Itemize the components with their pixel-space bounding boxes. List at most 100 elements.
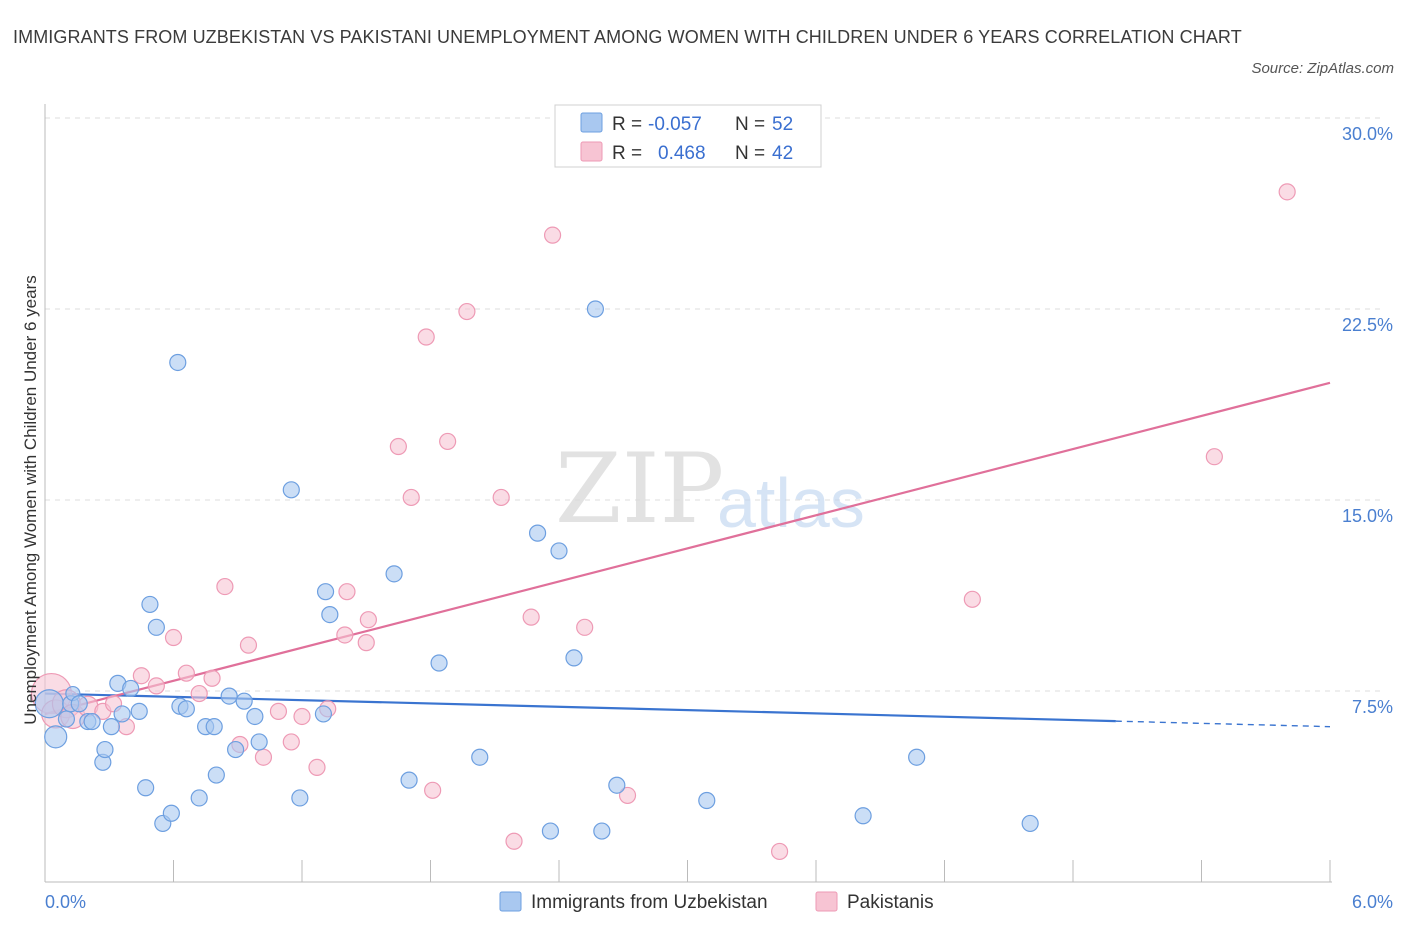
pakistani-point	[293, 707, 311, 726]
pakistani-point	[1278, 183, 1296, 201]
pakistani-point	[132, 667, 150, 685]
uzbekistan-point	[321, 605, 339, 624]
pakistani-point	[458, 302, 476, 321]
pakistani-trend-line	[44, 381, 1331, 715]
pakistani-point	[389, 437, 407, 456]
uzbekistan-point	[147, 618, 165, 636]
pakistani-point	[269, 702, 288, 720]
legend-r-value-pakistani: 0.468	[658, 143, 706, 164]
uzbekistan-point	[854, 807, 872, 825]
pakistani-point	[439, 432, 457, 451]
uzbekistan-point	[1021, 814, 1039, 833]
chart-title: IMMIGRANTS FROM UZBEKISTAN VS PAKISTANI …	[13, 27, 1242, 47]
uzbekistan-point	[385, 565, 403, 583]
source-label: Source: ZipAtlas.com	[1251, 60, 1394, 77]
pakistani-point	[1205, 448, 1223, 466]
pakistani-point	[543, 226, 562, 244]
pakistani-point	[190, 684, 208, 703]
y-axis-title: Unemployment Among Women with Children U…	[21, 275, 40, 724]
uzbekistan-point	[550, 542, 568, 560]
uzbekistan-point	[235, 692, 253, 710]
uzbekistan-point	[96, 740, 114, 759]
legend-n-value-uzbekistan: 52	[772, 114, 793, 135]
points-layer	[30, 183, 1296, 861]
legend-r-label-pakistani: R =	[612, 143, 642, 164]
correlation-legend: R = -0.057 N = 52 R = 0.468 N = 42	[554, 104, 822, 168]
legend-swatch-pakistani	[580, 141, 603, 162]
legend-r-value-uzbekistan: -0.057	[648, 114, 702, 135]
uzbekistan-point	[528, 524, 547, 542]
legend-n-label-pakistani: N =	[735, 143, 765, 164]
y-tick-label: 15.0%	[1342, 506, 1393, 526]
axis-layer: 7.5% 15.0% 22.5% 30.0%	[44, 104, 1393, 883]
uzbekistan-point	[250, 733, 268, 751]
pakistani-point	[424, 781, 442, 799]
uzbekistan-point	[314, 705, 333, 723]
uzbekistan-point	[430, 654, 448, 672]
x-tick-label-max: 6.0%	[1352, 892, 1393, 912]
uzbekistan-point	[83, 712, 101, 731]
y-tick-label: 22.5%	[1342, 315, 1393, 335]
watermark-atlas: atlas	[717, 464, 865, 542]
pakistani-point	[402, 488, 420, 507]
uzbekistan-point	[608, 776, 626, 794]
pakistani-point	[576, 618, 594, 636]
pakistani-point	[216, 577, 234, 596]
uzbekistan-point	[220, 687, 238, 705]
uzbekistan-point	[471, 748, 489, 766]
uzbekistan-point	[44, 725, 68, 749]
series-legend-swatch-uzbekistan	[499, 891, 522, 912]
legend-swatch-uzbekistan	[580, 112, 603, 133]
pakistani-point	[417, 328, 435, 346]
uzbekistan-point	[102, 718, 120, 736]
uzbekistan-point	[908, 748, 926, 766]
uzbekistan-point	[698, 791, 716, 810]
uzbekistan-point	[586, 300, 605, 318]
pakistani-point	[336, 626, 354, 644]
uzbekistan-point	[177, 700, 195, 718]
pakistani-point	[282, 733, 300, 751]
uzbekistan-point	[113, 705, 131, 723]
legend-r-label-uzbekistan: R =	[612, 114, 642, 135]
uzbekistan-point	[565, 649, 583, 667]
uzbekistan-point	[137, 779, 155, 797]
legend-n-label-uzbekistan: N =	[735, 114, 765, 135]
y-tick-label: 7.5%	[1352, 697, 1393, 717]
uzbekistan-point	[246, 707, 264, 726]
uzbekistan-point	[291, 789, 309, 807]
uzbekistan-point	[122, 679, 140, 698]
uzbekistan-point	[400, 771, 418, 789]
pakistani-point	[203, 669, 221, 687]
uzbekistan-point	[541, 822, 560, 840]
x-tick-label-min: 0.0%	[45, 892, 86, 912]
watermark-zip: ZIP	[555, 433, 724, 545]
uzbekistan-point	[282, 481, 300, 499]
pakistani-point	[770, 842, 789, 861]
pakistani-point	[357, 634, 375, 652]
uzbekistan-point	[190, 789, 208, 807]
uzbekistan-trend-line-extension	[1115, 720, 1331, 728]
pakistani-point	[492, 488, 510, 507]
y-tick-label: 30.0%	[1342, 124, 1393, 144]
pakistani-point	[177, 664, 195, 682]
pakistani-point	[522, 608, 540, 626]
uzbekistan-point	[593, 822, 611, 840]
uzbekistan-point	[70, 695, 88, 713]
uzbekistan-point	[316, 583, 335, 601]
series-legend-label-uzbekistan: Immigrants from Uzbekistan	[531, 892, 768, 913]
pakistani-point	[147, 677, 165, 695]
pakistani-point	[963, 590, 981, 608]
pakistani-point	[505, 832, 523, 850]
uzbekistan-point	[57, 710, 76, 728]
uzbekistan-point	[207, 766, 225, 784]
series-legend-label-pakistani: Pakistanis	[847, 892, 934, 913]
legend-n-value-pakistani: 42	[772, 143, 793, 164]
pakistani-point	[254, 748, 273, 766]
uzbekistan-point	[205, 718, 223, 736]
pakistani-point	[338, 583, 356, 601]
grid-layer	[45, 117, 1380, 692]
series-legend: Immigrants from Uzbekistan Pakistanis	[499, 891, 934, 913]
uzbekistan-point	[141, 595, 159, 614]
series-legend-swatch-pakistani	[815, 891, 838, 912]
